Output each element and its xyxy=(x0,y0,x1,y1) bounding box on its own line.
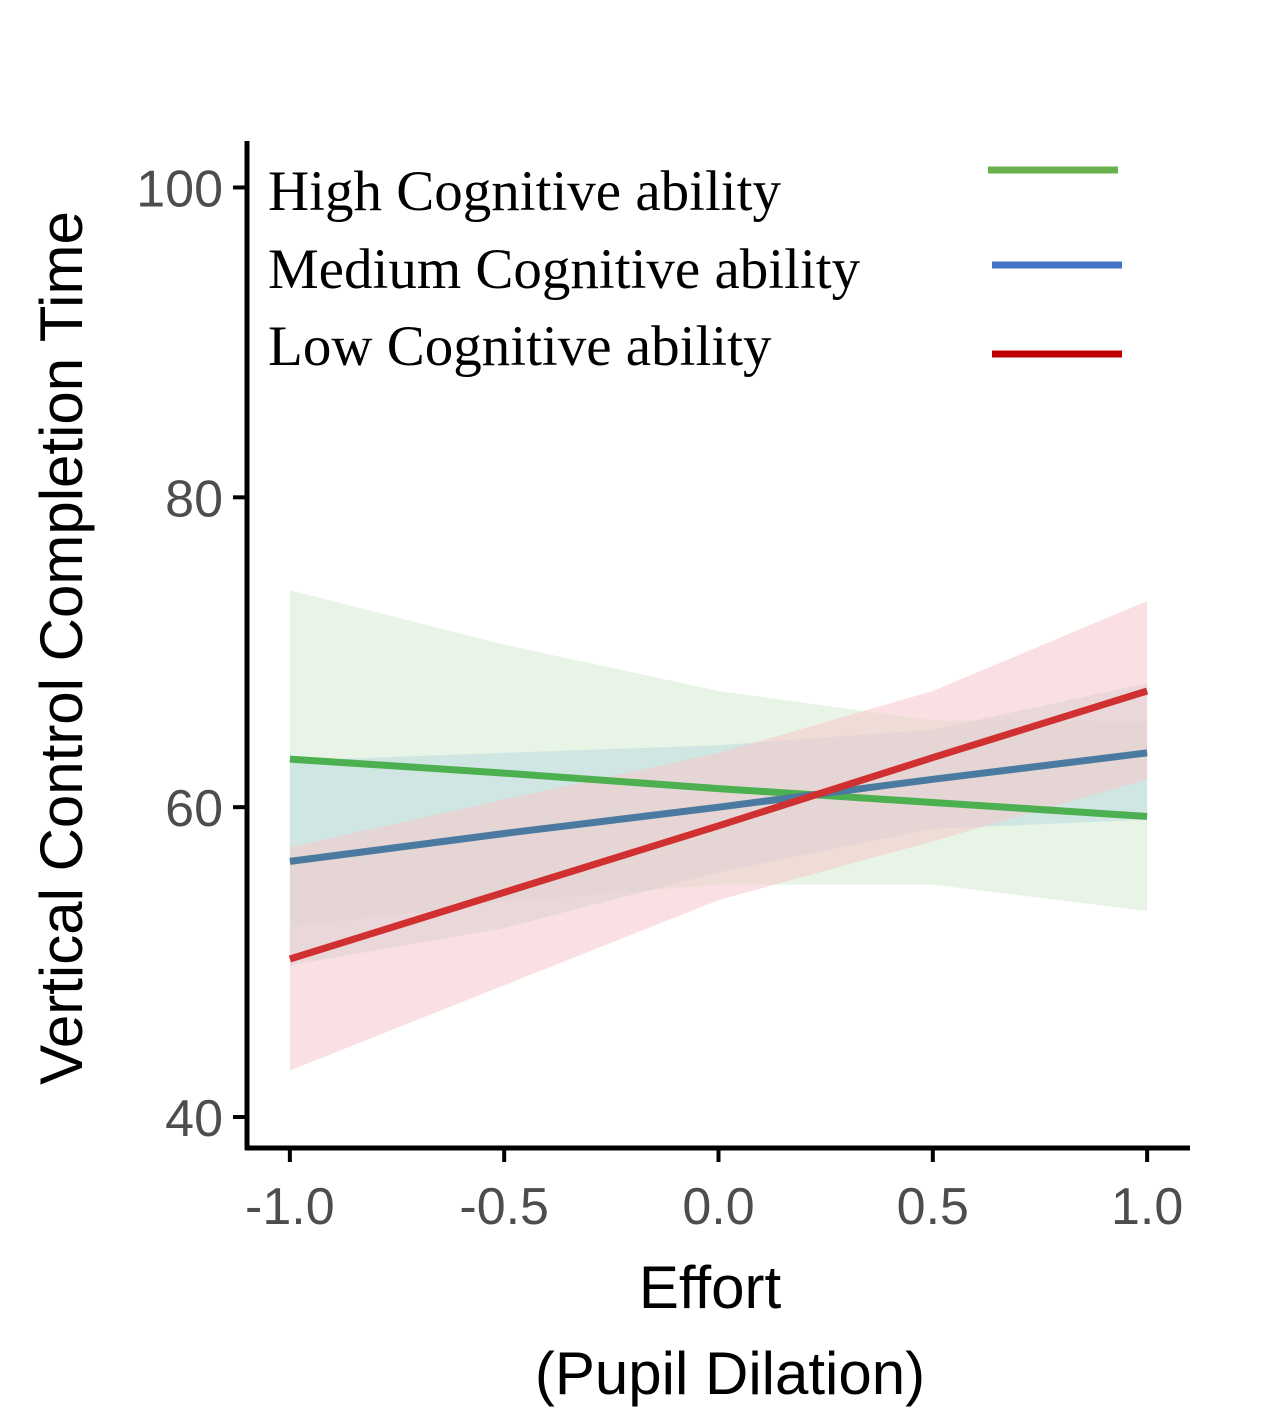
x-axis-title-line2: (Pupil Dilation) xyxy=(535,1340,925,1407)
y-ticks: 40 60 80 100 xyxy=(136,160,247,1148)
y-tick-label: 60 xyxy=(165,780,223,838)
x-tick-label: 0.5 xyxy=(897,1178,969,1236)
legend-label-high: High Cognitive ability xyxy=(268,160,781,223)
series-lines xyxy=(288,687,1149,963)
x-axis-title-line1: Effort xyxy=(639,1254,782,1321)
y-tick-label: 100 xyxy=(136,160,223,218)
x-tick-label: 1.0 xyxy=(1111,1178,1183,1236)
low-cognitive-ability-band xyxy=(289,601,1148,1071)
low-cognitive-ability-line xyxy=(288,687,1149,963)
legend-label-low: Low Cognitive ability xyxy=(268,315,772,378)
x-tick-label: -1.0 xyxy=(245,1178,335,1236)
x-tick-label: 0.0 xyxy=(682,1178,754,1236)
x-tick-label: -0.5 xyxy=(459,1178,549,1236)
y-tick-label: 80 xyxy=(165,470,223,528)
x-ticks: -1.0 -0.5 0.0 0.5 1.0 xyxy=(245,1148,1183,1236)
y-axis-title: Vertical Control Completion Time xyxy=(28,211,95,1085)
legend: High Cognitive ability Medium Cognitive … xyxy=(268,160,1122,378)
y-tick-label: 40 xyxy=(165,1090,223,1148)
confidence-bands xyxy=(289,590,1148,1071)
high-cognitive-ability-line xyxy=(289,755,1148,820)
medium-cognitive-ability-line xyxy=(289,749,1148,865)
legend-label-medium: Medium Cognitive ability xyxy=(268,238,861,301)
